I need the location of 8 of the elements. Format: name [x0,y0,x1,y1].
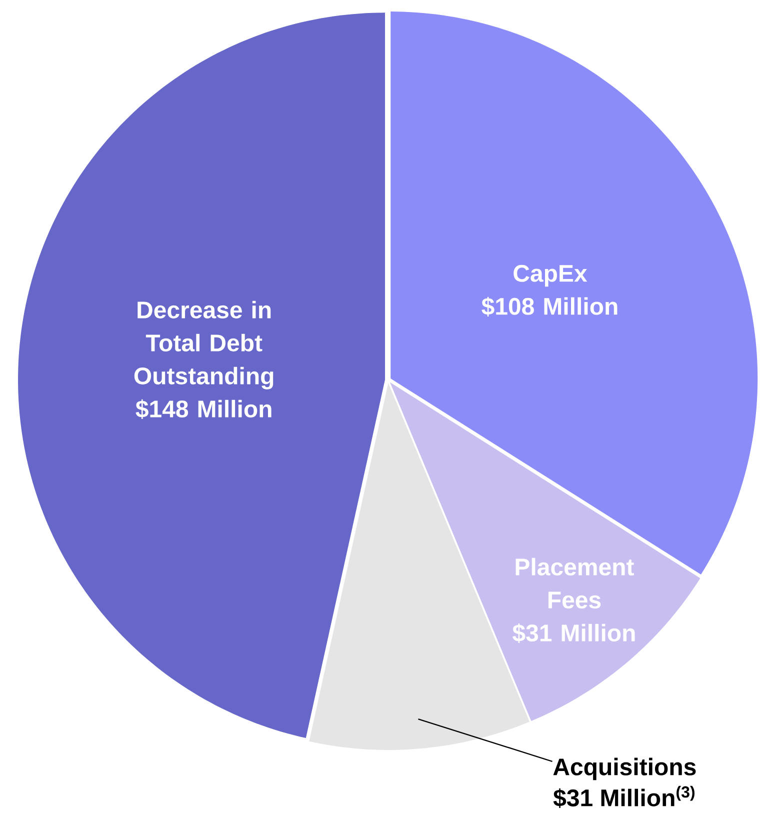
data-label: $31 Million$^{(3)}$ [553,786,694,808]
data-label: $108 Million [482,296,618,316]
data-label: $31 Million [512,623,635,644]
slice-label: Acquisitions [553,758,696,780]
slice-label: Decrease in Total Debt Outstanding [134,300,274,390]
data-label: $148 Million [136,399,272,420]
slice-label: CapEx [514,264,588,287]
slice-label: Placement Fees [516,558,634,608]
